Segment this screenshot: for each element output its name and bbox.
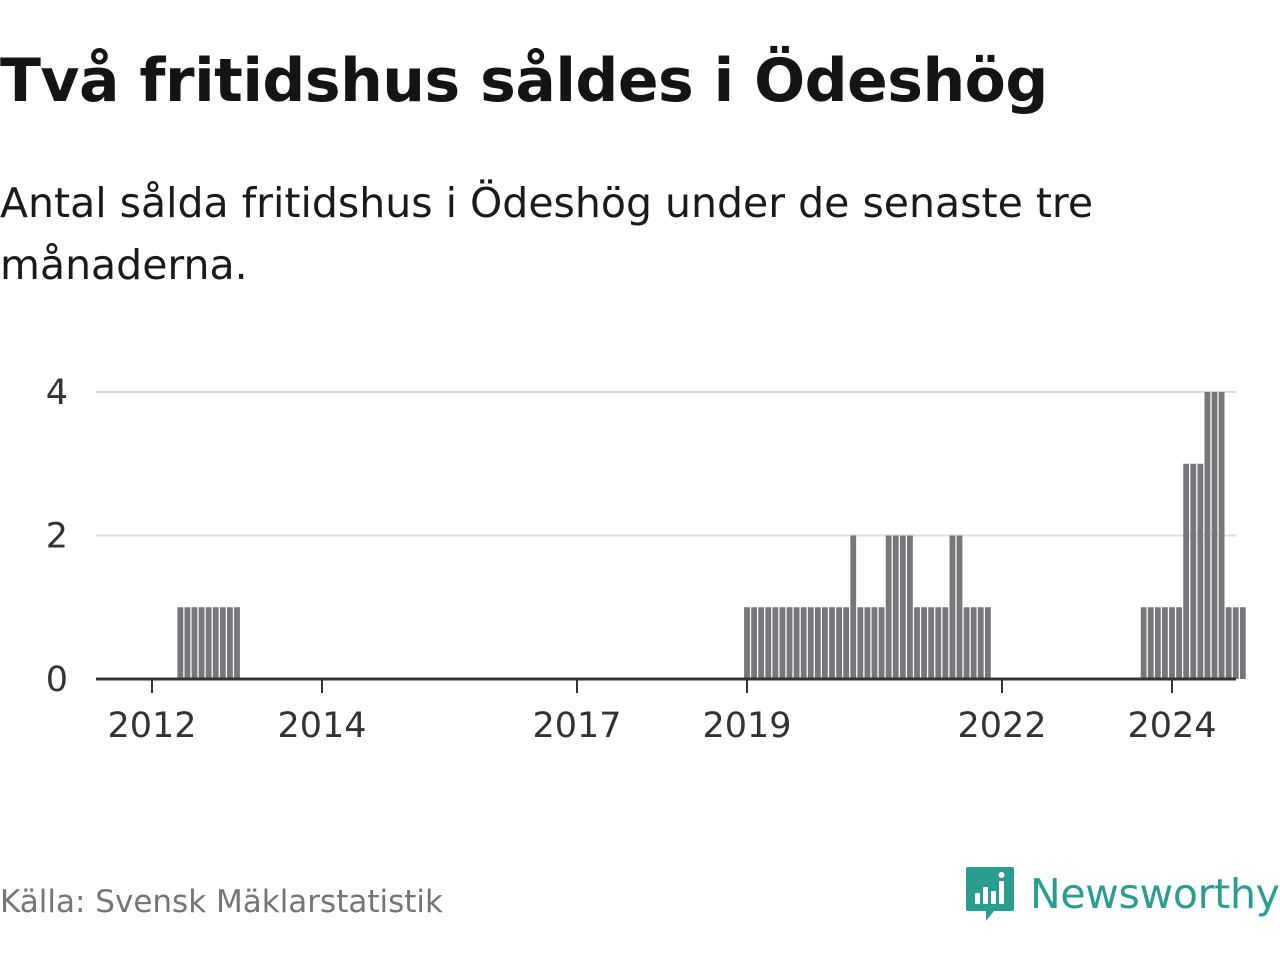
x-tick-label: 2022 bbox=[957, 706, 1046, 746]
bar bbox=[1197, 463, 1204, 679]
bar bbox=[205, 607, 212, 679]
bar bbox=[956, 535, 963, 679]
y-tick-label: 0 bbox=[46, 660, 68, 700]
y-tick-label: 2 bbox=[46, 517, 68, 557]
bar bbox=[212, 607, 219, 679]
bar bbox=[970, 607, 977, 679]
bar bbox=[1232, 607, 1239, 679]
bar bbox=[1204, 392, 1211, 679]
bar bbox=[829, 607, 835, 679]
bar bbox=[885, 535, 892, 679]
x-tick-label: 2014 bbox=[277, 706, 366, 746]
bar bbox=[1211, 392, 1218, 679]
bar bbox=[751, 607, 757, 679]
bar bbox=[949, 535, 956, 679]
newsworthy-logo[interactable]: Newsworthy bbox=[964, 862, 1280, 926]
bar bbox=[977, 607, 984, 679]
bar bbox=[878, 607, 885, 679]
bar bbox=[935, 607, 942, 679]
bar bbox=[1147, 607, 1154, 679]
bar bbox=[907, 535, 913, 679]
bar bbox=[177, 607, 184, 679]
chart-subtitle: Antal sålda fritidshus i Ödeshög under d… bbox=[0, 179, 1094, 289]
bar bbox=[1183, 463, 1190, 679]
bar bbox=[1169, 607, 1175, 679]
newsworthy-logo-icon bbox=[966, 867, 1014, 921]
bar bbox=[963, 607, 970, 679]
bars bbox=[177, 392, 1246, 679]
brand-name: Newsworthy bbox=[1030, 870, 1280, 918]
bar bbox=[942, 607, 949, 679]
gridlines bbox=[96, 391, 1236, 537]
bar bbox=[836, 607, 842, 679]
bar bbox=[850, 535, 857, 679]
bar bbox=[843, 607, 850, 679]
bar bbox=[807, 607, 814, 679]
bar bbox=[198, 607, 205, 679]
x-tick-label: 2019 bbox=[702, 706, 791, 746]
bar bbox=[1225, 607, 1232, 679]
bar bbox=[1239, 607, 1246, 679]
bar bbox=[1154, 607, 1161, 679]
bar bbox=[1140, 607, 1147, 679]
bar bbox=[1162, 607, 1168, 679]
chart-title: Två fritidshus såldes i Ödeshög bbox=[0, 46, 1048, 116]
bar bbox=[779, 607, 786, 679]
x-tick-label: 2012 bbox=[107, 706, 196, 746]
bar bbox=[184, 607, 191, 679]
x-tick-label: 2024 bbox=[1127, 706, 1216, 746]
bar bbox=[793, 607, 800, 679]
bar bbox=[234, 607, 240, 679]
bar bbox=[864, 607, 871, 679]
bar bbox=[984, 607, 991, 679]
bar bbox=[921, 607, 927, 679]
bar bbox=[814, 607, 821, 679]
bar bbox=[227, 607, 233, 679]
bar bbox=[191, 607, 198, 679]
bar bbox=[822, 607, 828, 679]
bar bbox=[219, 607, 226, 679]
bar bbox=[758, 607, 765, 679]
x-axis-ticks: 2012 2014 2017 2019 2022 2024 bbox=[107, 679, 1217, 746]
bar bbox=[928, 607, 935, 679]
bar bbox=[1190, 463, 1197, 679]
source-note: Källa: Svensk Mäklarstatistik bbox=[0, 884, 443, 920]
bar bbox=[892, 535, 899, 679]
bar bbox=[765, 607, 772, 679]
bar bbox=[800, 607, 807, 679]
bar bbox=[1218, 392, 1225, 679]
bar bbox=[914, 607, 920, 679]
y-tick-label: 4 bbox=[46, 373, 68, 413]
bar bbox=[772, 607, 779, 679]
bar bbox=[744, 607, 750, 679]
bar bbox=[786, 607, 793, 679]
bar bbox=[857, 607, 864, 679]
bar bbox=[871, 607, 878, 679]
bar bbox=[1176, 607, 1182, 679]
bar bbox=[899, 535, 906, 679]
y-axis-labels: 0 2 4 bbox=[46, 373, 68, 700]
x-tick-label: 2017 bbox=[532, 706, 621, 746]
